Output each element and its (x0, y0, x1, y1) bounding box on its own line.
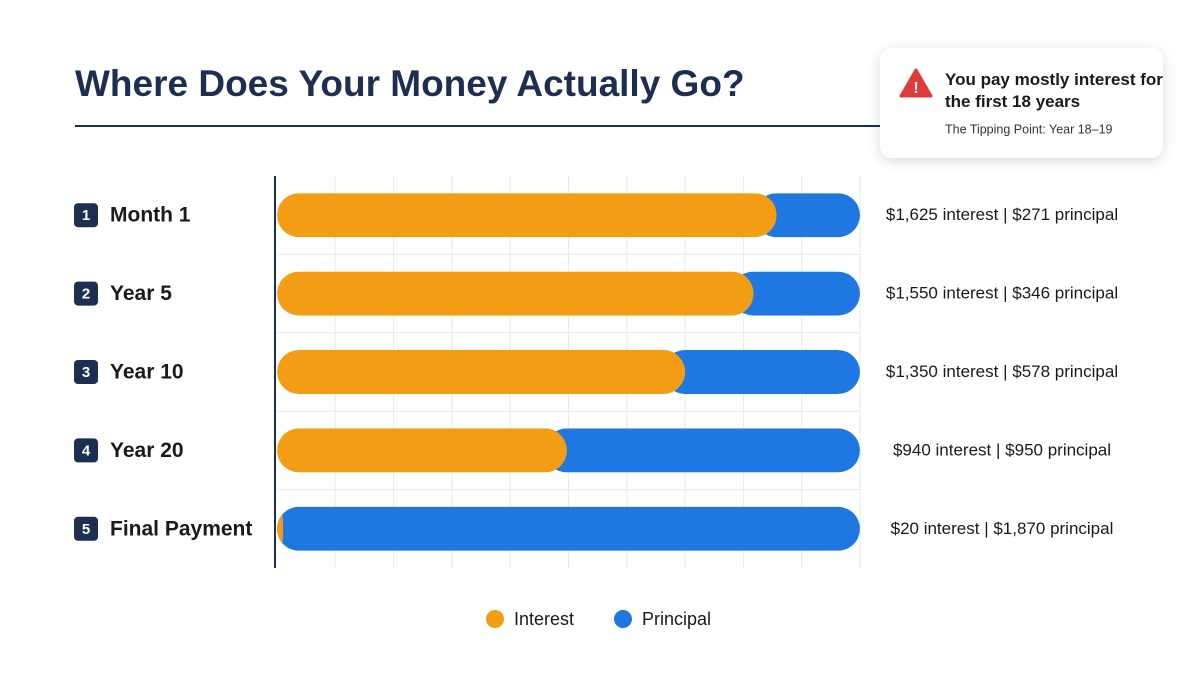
bar-row (277, 350, 860, 394)
value-label-part: $1,870 principal (993, 519, 1113, 538)
y-tick-label: Final Payment (110, 517, 252, 540)
bar-row (277, 428, 860, 473)
bar-segment (277, 271, 754, 316)
bar-row (277, 506, 860, 551)
bar-row (277, 193, 860, 238)
callout: ! You pay mostly interest for the first 1… (880, 48, 1163, 158)
category-badge (74, 360, 98, 384)
y-tick-label: Month 1 (110, 204, 191, 227)
legend-label: Interest (514, 609, 574, 629)
value-label: $1,550 interest | $346 principal (886, 284, 1118, 303)
legend-swatch (614, 610, 632, 628)
bar-segment (277, 428, 567, 473)
category-number: 5 (82, 521, 90, 538)
category-number: 4 (82, 442, 91, 459)
label-separator: | (984, 519, 988, 538)
callout-text: The Tipping Point: Year 18–19 (945, 122, 1113, 136)
value-label-part: $20 interest (891, 519, 980, 538)
category-badge (74, 516, 98, 541)
bar-segment (277, 506, 860, 551)
bar-row (277, 271, 860, 316)
warning-mark: ! (913, 80, 918, 97)
bar-segment (277, 350, 686, 394)
bar-segment (277, 193, 777, 238)
value-label: $1,625 interest | $271 principal (886, 206, 1118, 225)
bar-segment (731, 271, 860, 316)
label-separator: | (1003, 284, 1007, 303)
callout-box (880, 48, 1163, 158)
category-number: 2 (82, 286, 90, 303)
bar-segment (754, 193, 860, 238)
y-tick-label: Year 5 (110, 282, 172, 305)
category-badge (74, 281, 98, 306)
value-label-part: $271 principal (1012, 206, 1118, 225)
value-label-part: $1,625 interest (886, 206, 999, 225)
category-badge (74, 438, 98, 463)
value-label-part: $578 principal (1012, 362, 1118, 381)
value-label-part: $346 principal (1012, 284, 1118, 303)
category-number: 3 (82, 364, 90, 381)
value-label: $940 interest | $950 principal (893, 441, 1111, 460)
label-separator: | (996, 441, 1000, 460)
label-separator: | (1003, 362, 1007, 381)
category-badge (74, 203, 98, 228)
category-number: 1 (82, 207, 90, 224)
legend-swatch (486, 610, 504, 628)
legend-label: Principal (642, 609, 711, 629)
chart-title: Where Does Your Money Actually Go? (75, 63, 745, 104)
value-label-part: $940 interest (893, 441, 992, 460)
value-label: $1,350 interest | $578 principal (886, 362, 1118, 381)
value-label-part: $1,550 interest (886, 284, 999, 303)
bar-segment (663, 350, 860, 394)
bar-segment (544, 428, 860, 473)
y-tick-label: Year 10 (110, 361, 184, 384)
callout-title: You pay mostly interest for the first 18 … (945, 70, 1163, 111)
value-label-part: $950 principal (1005, 441, 1111, 460)
value-label-part: $1,350 interest (886, 362, 999, 381)
y-tick-label: Year 20 (110, 439, 184, 462)
label-separator: | (1003, 206, 1007, 225)
warning-icon (899, 68, 933, 98)
value-label: $20 interest | $1,870 principal (891, 519, 1114, 538)
